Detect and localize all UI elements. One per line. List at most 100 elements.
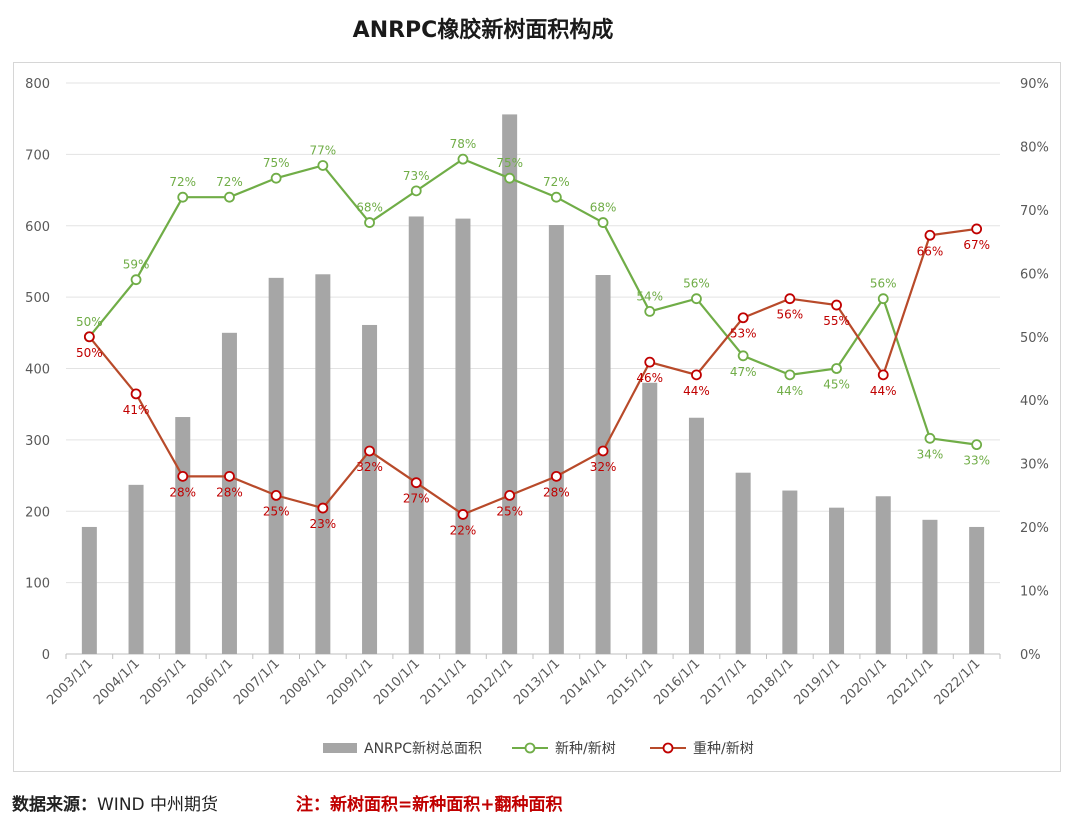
new-planting-data-label: 56% [683, 277, 710, 291]
replanting-point [224, 470, 235, 482]
replanting-point [410, 477, 422, 489]
formula-note: 注：新树面积=新种面积+翻种面积 [296, 795, 563, 815]
bar [829, 507, 845, 654]
bar [221, 332, 237, 654]
x-axis-tick-label: 2004/1/1 [91, 656, 143, 708]
x-axis-tick-label: 2017/1/1 [698, 656, 750, 708]
new-planting-point [691, 293, 702, 305]
replanting-point [877, 369, 889, 381]
replanting-point [691, 369, 702, 381]
new-planting-data-label: 73% [403, 169, 430, 183]
right-axis-tick-label: 70% [1020, 204, 1049, 219]
replanting-line [88, 227, 977, 516]
new-planting-data-label: 59% [123, 258, 150, 272]
bar [81, 526, 97, 654]
right-axis-tick-label: 10% [1020, 585, 1049, 600]
new-planting-data-label: 78% [450, 137, 477, 151]
new-planting-point [410, 185, 422, 197]
legend-marker-replanting [662, 742, 674, 754]
legend-label-bar: ANRPC新树总面积 [364, 741, 482, 757]
new-planting-data-label: 34% [917, 447, 944, 461]
replanting-data-label: 46% [636, 371, 663, 385]
legend-label-replanting: 重种/新树 [693, 741, 754, 757]
bar [688, 417, 704, 654]
right-axis-tick-label: 0% [1020, 648, 1041, 663]
new-planting-data-label: 45% [823, 378, 850, 392]
replanting-data-label: 28% [216, 485, 243, 499]
x-axis-tick-label: 2020/1/1 [838, 656, 890, 708]
new-planting-data-label: 75% [496, 156, 523, 170]
replanting-point [130, 388, 142, 400]
right-axis-tick-label: 80% [1020, 140, 1049, 155]
new-planting-data-label: 50% [76, 315, 103, 329]
replanting-point [784, 293, 796, 305]
new-planting-point [457, 153, 469, 165]
replanting-data-label: 66% [917, 244, 944, 258]
legend-marker-new-planting [524, 742, 536, 754]
replanting-data-label: 44% [870, 384, 897, 398]
replanting-data-label: 28% [543, 485, 570, 499]
replanting-point [644, 356, 656, 368]
replanting-data-label: 44% [683, 384, 710, 398]
replanting-point [364, 445, 375, 457]
new-planting-point [317, 160, 329, 171]
replanting-data-label: 28% [169, 485, 196, 499]
new-planting-point [877, 293, 889, 305]
replanting-data-label: 23% [310, 517, 337, 531]
replanting-data-label: 67% [963, 238, 990, 252]
right-axis-tick-label: 50% [1020, 331, 1049, 346]
bar [922, 519, 938, 654]
replanting-point [550, 470, 562, 482]
x-axis-tick-label: 2012/1/1 [465, 656, 517, 708]
new-planting-data-label: 56% [870, 277, 897, 291]
bar [408, 216, 424, 654]
x-axis-tick-label: 2015/1/1 [605, 656, 657, 708]
bar [969, 526, 985, 654]
x-axis-tick-label: 2022/1/1 [932, 656, 984, 708]
new-planting-data-label: 68% [590, 201, 617, 215]
replanting-point [457, 509, 469, 520]
data-labels: 50% 59% 72% 72% 75% 77% 68% 73% 78% 75% 72% 68% 54% 5… [76, 137, 990, 537]
x-axis-tick-label: 2018/1/1 [745, 656, 797, 708]
new-planting-point [177, 191, 189, 203]
left-axis-tick-label: 0 [42, 648, 50, 663]
chart-frame [13, 62, 1061, 772]
new-planting-point [924, 432, 936, 444]
replanting-data-label: 25% [496, 504, 523, 518]
source-label: 数据来源： [12, 795, 97, 815]
legend-swatch-bar [323, 743, 357, 753]
left-axis-tick-label: 100 [25, 577, 50, 592]
replanting-point [924, 229, 936, 241]
replanting-point [83, 331, 95, 343]
grid-lines [66, 82, 1000, 655]
x-axis-tick-label: 2009/1/1 [324, 656, 376, 708]
bar [782, 490, 798, 654]
new-planting-point [270, 172, 282, 184]
new-planting-data-label: 77% [310, 143, 337, 157]
bar [595, 274, 611, 654]
bar-series [81, 114, 985, 655]
new-planting-line [88, 157, 977, 446]
new-planting-point [224, 191, 235, 203]
new-planting-data-label: 72% [216, 175, 243, 189]
replanting-data-label: 53% [730, 327, 757, 341]
new-planting-point [504, 172, 516, 184]
x-axis-tick-label: 2010/1/1 [371, 656, 423, 708]
new-planting-point [364, 217, 375, 228]
replanting-point [597, 445, 609, 457]
x-axis-tick-label: 2005/1/1 [138, 656, 190, 708]
left-axis-tick-label: 300 [25, 434, 50, 449]
bar [502, 114, 518, 654]
replanting-data-label: 25% [263, 504, 290, 518]
replanting-point [177, 470, 189, 482]
x-axis-tick-label: 2019/1/1 [791, 656, 843, 708]
replanting-data-label: 32% [590, 460, 617, 474]
new-planting-data-label: 44% [777, 384, 804, 398]
new-planting-data-label: 72% [543, 175, 570, 189]
x-axis-tick-label: 2006/1/1 [184, 656, 236, 708]
new-planting-point [737, 350, 749, 362]
new-planting-point [597, 217, 609, 228]
new-planting-data-label: 47% [730, 365, 757, 379]
right-axis-tick-label: 20% [1020, 521, 1049, 536]
